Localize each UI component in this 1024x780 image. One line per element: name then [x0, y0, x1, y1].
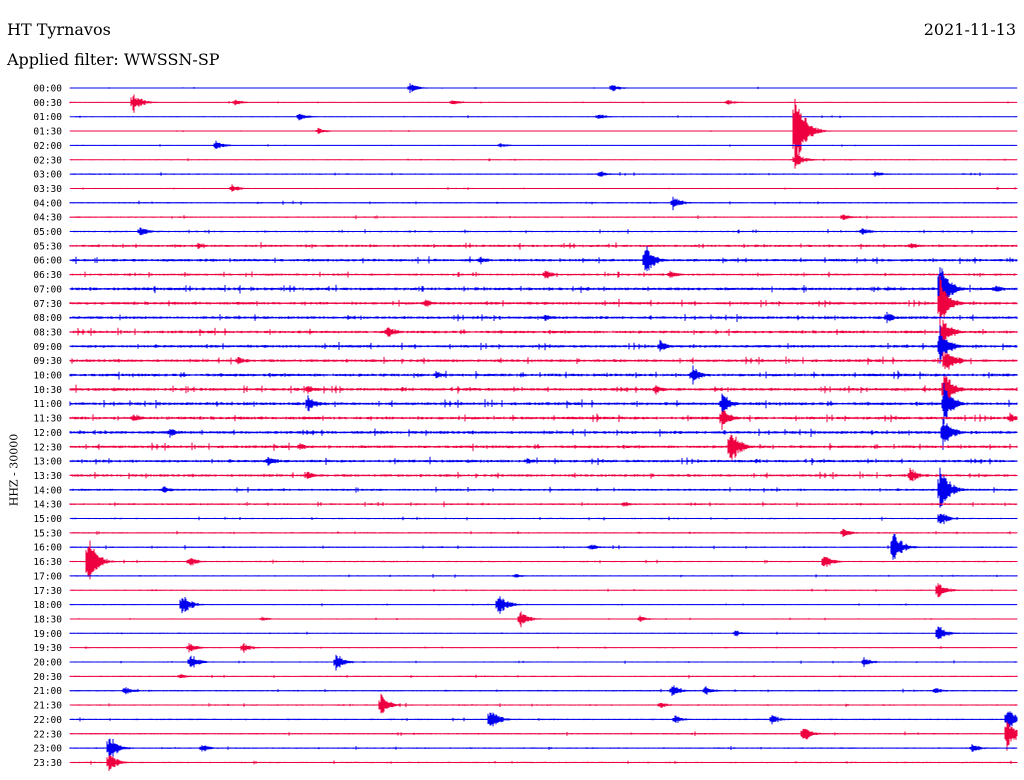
time-tick-label: 20:00 [33, 658, 62, 669]
seismogram-trace [70, 410, 1017, 430]
time-tick-label: 22:30 [33, 729, 62, 740]
time-tick-label: 00:00 [33, 84, 62, 95]
time-tick-label: 21:30 [33, 701, 62, 712]
time-tick-label: 02:30 [33, 155, 62, 166]
time-tick-label: 08:30 [33, 327, 62, 338]
time-tick-label: 13:00 [33, 457, 62, 468]
seismogram-trace [70, 197, 1017, 211]
seismogram-trace [70, 435, 1017, 460]
time-tick-label: 07:00 [33, 284, 62, 295]
seismogram-trace [70, 756, 1017, 771]
time-tick-label: 11:30 [33, 414, 62, 425]
time-tick-label: 15:00 [33, 514, 62, 525]
time-tick-label: 04:00 [33, 198, 62, 209]
seismogram-trace [70, 141, 1017, 149]
time-tick-label: 10:00 [33, 371, 62, 382]
time-tick-label: 00:30 [33, 98, 62, 109]
time-tick-label: 12:00 [33, 428, 62, 439]
time-tick-label: 03:00 [33, 170, 62, 181]
time-tick-label: 23:30 [33, 758, 62, 769]
time-tick-label: 04:30 [33, 213, 62, 224]
time-tick-labels: 00:00 00:30 01:00 01:30 02:00 02:30 03:00 03:30… [33, 84, 62, 769]
time-tick-label: 19:00 [33, 629, 62, 640]
time-tick-label: 06:30 [33, 270, 62, 281]
time-tick-label: 05:00 [33, 227, 62, 238]
time-tick-label: 17:00 [33, 571, 62, 582]
time-tick-label: 14:30 [33, 500, 62, 511]
time-tick-label: 15:30 [33, 528, 62, 539]
time-tick-label: 09:30 [33, 356, 62, 367]
time-tick-label: 17:30 [33, 586, 62, 597]
time-tick-label: 20:30 [33, 672, 62, 683]
seismogram-trace [70, 320, 1017, 346]
time-tick-label: 11:00 [33, 399, 62, 410]
seismogram-trace [70, 95, 1017, 113]
time-tick-label: 06:00 [33, 256, 62, 267]
time-tick-label: 16:30 [33, 557, 62, 568]
time-tick-label: 22:00 [33, 715, 62, 726]
time-tick-label: 18:00 [33, 600, 62, 611]
time-tick-label: 19:30 [33, 643, 62, 654]
time-tick-label: 02:00 [33, 141, 62, 152]
time-tick-label: 09:00 [33, 342, 62, 353]
seismogram-traces [70, 83, 1017, 771]
time-tick-label: 07:30 [33, 299, 62, 310]
seismogram-trace [70, 541, 1017, 580]
seismogram-trace [70, 468, 1017, 508]
time-tick-label: 16:00 [33, 543, 62, 554]
seismogram-trace [70, 721, 1017, 750]
time-tick-label: 08:00 [33, 313, 62, 324]
time-tick-label: 23:00 [33, 744, 62, 755]
time-tick-label: 10:30 [33, 385, 62, 396]
time-tick-label: 14:00 [33, 485, 62, 496]
seismogram-trace [70, 655, 1017, 671]
time-tick-label: 05:30 [33, 241, 62, 252]
time-tick-label: 03:30 [33, 184, 62, 195]
time-tick-label: 21:00 [33, 686, 62, 697]
seismogram-trace [70, 468, 1017, 481]
time-tick-label: 18:30 [33, 614, 62, 625]
time-tick-label: 13:30 [33, 471, 62, 482]
time-tick-label: 01:00 [33, 112, 62, 123]
seismogram-trace [70, 694, 1017, 714]
time-tick-label: 12:30 [33, 442, 62, 453]
time-tick-label: 01:30 [33, 127, 62, 138]
seismogram-trace [70, 99, 1017, 169]
seismogram-trace [70, 246, 1017, 271]
